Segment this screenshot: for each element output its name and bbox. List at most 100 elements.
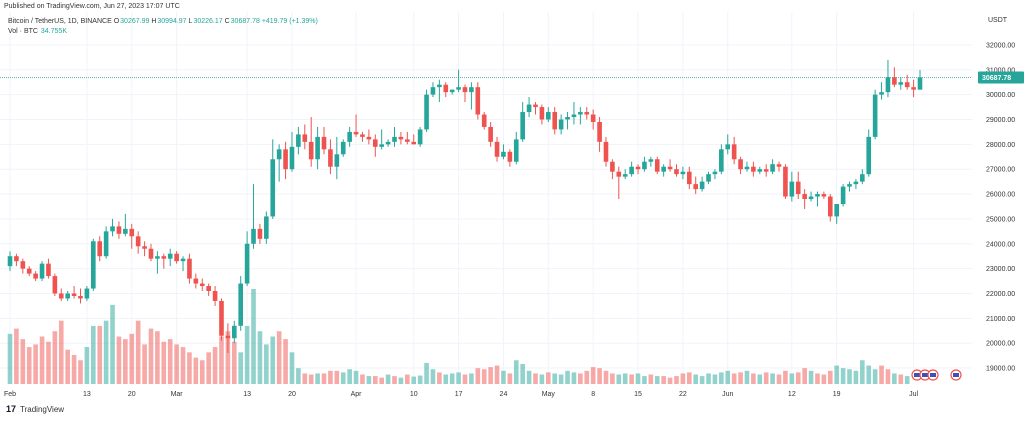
candle-body xyxy=(827,196,833,217)
candle-body xyxy=(257,228,263,239)
volume-bar xyxy=(142,344,147,384)
volume-bar xyxy=(610,373,615,384)
candle-body xyxy=(533,104,538,108)
y-tick-label: 27000.00 xyxy=(986,167,1015,174)
candle-body xyxy=(161,256,167,259)
volume-bar xyxy=(834,365,839,384)
candle-body xyxy=(187,258,192,279)
candle-body xyxy=(488,126,493,142)
candle-body xyxy=(654,159,660,172)
volume-bar xyxy=(161,341,167,384)
volume-bar xyxy=(315,373,320,384)
volume-bar xyxy=(148,328,154,384)
candle-body xyxy=(379,144,384,147)
volume-bar xyxy=(667,377,673,384)
volume-label[interactable]: Vol · BTC xyxy=(8,28,38,35)
volume-bar xyxy=(860,360,865,384)
candle-body xyxy=(853,181,859,185)
volume-bar xyxy=(372,376,378,384)
candle-body xyxy=(78,295,83,299)
candle-body xyxy=(635,166,641,170)
volume-bar xyxy=(7,333,13,384)
volume-bar xyxy=(289,352,295,384)
volume-bar xyxy=(360,374,365,384)
candle-body xyxy=(597,121,602,142)
x-tick-label: Mar xyxy=(171,391,184,398)
volume-bar xyxy=(898,374,904,384)
volume-bar xyxy=(212,347,218,384)
volume-bar xyxy=(46,341,51,384)
candle-body xyxy=(103,231,109,257)
x-tick-label: 22 xyxy=(679,391,687,398)
candle-body xyxy=(520,112,525,140)
candle-body xyxy=(430,87,436,95)
volume-value: 34.755K xyxy=(40,28,67,35)
volume-bar xyxy=(417,375,423,384)
candle-body xyxy=(437,84,442,88)
volume-bar xyxy=(546,372,551,384)
volume-bar xyxy=(789,373,795,384)
top-bar: Published on TradingView.com, Jun 27, 20… xyxy=(0,0,1024,12)
volume-bar xyxy=(251,289,256,384)
candle-body xyxy=(219,300,224,336)
candle-body xyxy=(462,87,468,93)
volume-bar xyxy=(276,331,282,384)
candle-body xyxy=(148,248,154,259)
close-value: 30687.78 xyxy=(230,18,260,25)
candle-body xyxy=(469,87,474,93)
volume-bar xyxy=(821,374,827,384)
x-tick-label: 17 xyxy=(455,391,463,398)
candle-body xyxy=(328,149,333,167)
open-value: 30267.99 xyxy=(120,18,150,25)
candle-body xyxy=(892,77,897,85)
candle-body xyxy=(571,114,577,117)
candle-body xyxy=(97,241,103,257)
candle-body xyxy=(353,131,359,135)
volume-bar xyxy=(174,344,179,384)
candle-body xyxy=(20,261,26,269)
x-tick-label: 15 xyxy=(634,391,642,398)
candle-body xyxy=(776,164,782,167)
candle-body xyxy=(680,171,686,175)
volume-bar xyxy=(757,374,763,384)
candle-body xyxy=(475,87,481,115)
candle-body xyxy=(193,278,199,284)
x-tick-label: Jun xyxy=(722,391,733,398)
volume-bar xyxy=(65,349,70,384)
candle-body xyxy=(744,166,750,170)
volume-bar xyxy=(411,376,417,384)
volume-bar xyxy=(302,373,308,384)
candle-body xyxy=(898,82,904,85)
volume-bar xyxy=(385,374,391,384)
tradingview-branding[interactable]: 17 TradingView xyxy=(6,404,64,414)
symbol-label[interactable]: Bitcoin / TetherUS, 1D, BINANCE xyxy=(8,18,112,25)
y-tick-label: 28000.00 xyxy=(986,142,1015,149)
candle-body xyxy=(603,141,609,162)
volume-bar xyxy=(206,352,211,384)
y-tick-label: 22000.00 xyxy=(986,291,1015,298)
volume-bar xyxy=(827,370,833,384)
candle-body xyxy=(398,136,404,140)
candle-body xyxy=(802,194,807,200)
candle-body xyxy=(648,159,654,162)
low-value: 30226.17 xyxy=(193,18,223,25)
candle-body xyxy=(911,87,916,90)
candle-body xyxy=(642,161,647,170)
volume-bar xyxy=(520,363,525,384)
candle-body xyxy=(751,166,756,172)
candle-body xyxy=(872,94,878,137)
volume-bar xyxy=(283,339,288,384)
volume-bar xyxy=(244,325,250,384)
candle-body xyxy=(129,228,135,237)
y-tick-label: 31000.00 xyxy=(986,67,1015,74)
volume-bar xyxy=(123,339,128,384)
candle-body xyxy=(244,243,250,284)
candle-body xyxy=(296,134,301,147)
volume-bar xyxy=(725,370,731,384)
x-tick-label: 13 xyxy=(243,391,251,398)
candle-body xyxy=(719,149,724,172)
candle-body xyxy=(251,228,256,244)
candle-body xyxy=(135,236,141,247)
